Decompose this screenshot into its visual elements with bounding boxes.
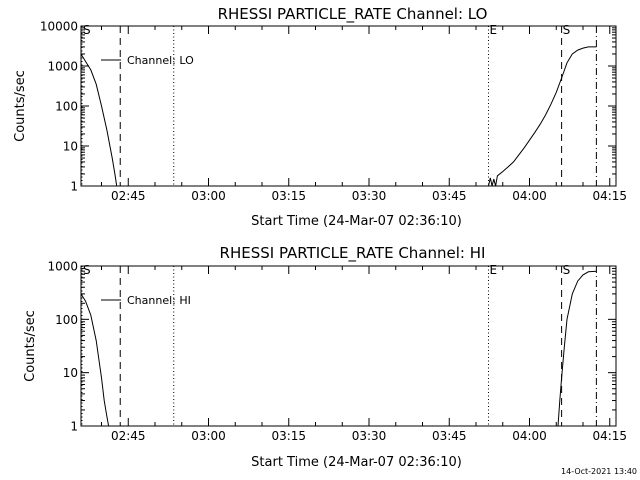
- x-tick-label: 03:30: [352, 189, 387, 203]
- event-marker-label: S: [83, 263, 91, 277]
- legend-label: Channel: LO: [127, 54, 194, 67]
- x-axis-label: Start Time (24-Mar-07 02:36:10): [251, 214, 462, 229]
- y-axis-label: Counts/sec: [13, 70, 28, 142]
- y-tick-label: 10: [63, 366, 78, 380]
- x-tick-label: 03:15: [271, 429, 306, 443]
- x-tick-label: 04:15: [592, 189, 627, 203]
- data-series-line: [80, 53, 118, 187]
- event-marker-label: S: [83, 23, 91, 37]
- event-marker-label: E: [489, 23, 497, 37]
- y-tick-label: 100: [55, 313, 78, 327]
- chart-title: RHESSI PARTICLE_RATE Channel: LO: [218, 5, 488, 24]
- legend-label: Channel: HI: [127, 294, 191, 307]
- y-tick-label: 1: [70, 420, 78, 434]
- x-tick-label: 03:00: [191, 429, 226, 443]
- chart-panel-1: RHESSI PARTICLE_RATE Channel: LO Start Ti…: [13, 5, 627, 229]
- y-tick-label: 100: [55, 100, 78, 114]
- x-tick-label: 02:45: [111, 189, 146, 203]
- chart-panel-2: RHESSI PARTICLE_RATE Channel: HI Start Ti…: [23, 244, 627, 470]
- x-tick-label: 03:45: [432, 429, 467, 443]
- x-tick-label: 03:15: [271, 189, 306, 203]
- y-tick-label: 1: [70, 180, 78, 194]
- x-axis-label: Start Time (24-Mar-07 02:36:10): [251, 455, 462, 470]
- y-tick-label: 1000: [47, 60, 78, 74]
- y-tick-label: 10000: [40, 20, 78, 34]
- x-tick-label: 03:30: [352, 429, 387, 443]
- y-tick-label: 10: [63, 140, 78, 154]
- event-marker-label: S: [563, 263, 571, 277]
- footer-timestamp: 14-Oct-2021 13:40: [561, 467, 637, 476]
- event-marker-label: E: [489, 263, 497, 277]
- data-series-line: [488, 46, 597, 187]
- x-tick-label: 02:45: [111, 429, 146, 443]
- data-series-line: [557, 270, 597, 427]
- chart-title: RHESSI PARTICLE_RATE Channel: HI: [220, 244, 486, 263]
- x-tick-label: 03:45: [432, 189, 467, 203]
- plot-frame: [80, 265, 617, 427]
- x-tick-label: 03:00: [191, 189, 226, 203]
- x-tick-label: 04:00: [512, 429, 547, 443]
- x-tick-label: 04:00: [512, 189, 547, 203]
- event-marker-label: S: [563, 23, 571, 37]
- x-tick-label: 04:15: [592, 429, 627, 443]
- y-axis-label: Counts/sec: [23, 310, 38, 382]
- y-tick-label: 1000: [47, 260, 78, 274]
- data-series-line: [80, 293, 110, 427]
